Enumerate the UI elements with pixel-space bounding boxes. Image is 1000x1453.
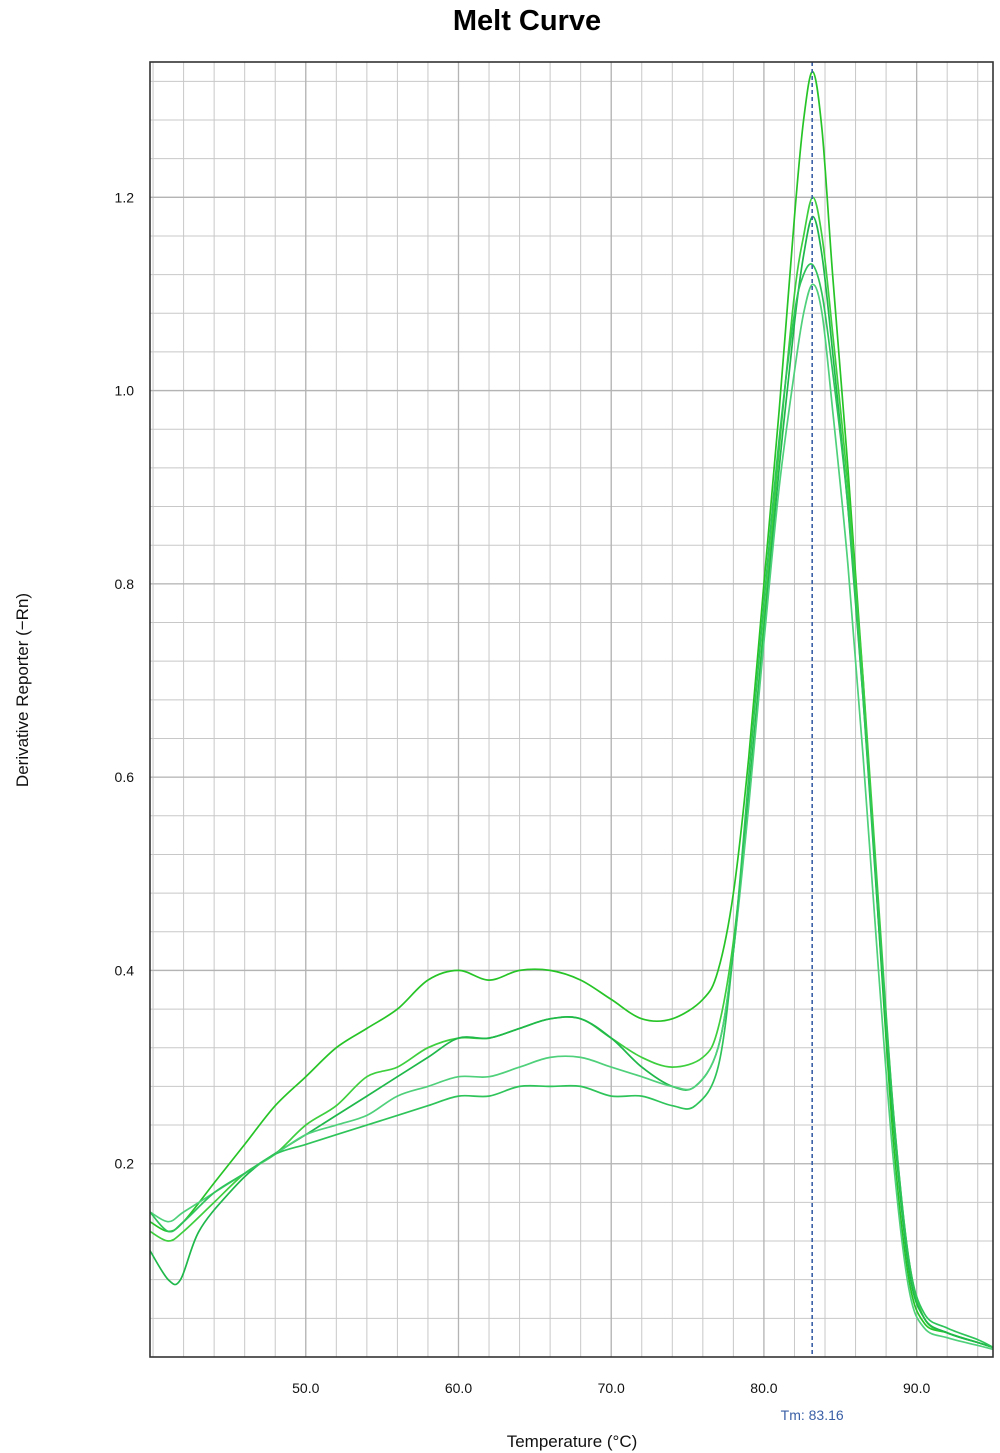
tm-label: Tm: 83.16 — [781, 1407, 844, 1423]
x-tick-labels: 50.0 60.0 70.0 80.0 90.0 — [292, 1380, 930, 1396]
series-line-2 — [149, 196, 994, 1349]
series-line-4 — [149, 283, 994, 1351]
x-axis-label: Temperature (°C) — [507, 1432, 638, 1451]
chart-title: Melt Curve — [453, 5, 601, 37]
y-axis-label: Derivative Reporter (−Rn) — [13, 593, 32, 787]
y-tick-label: 0.2 — [115, 1156, 135, 1172]
series-line-5 — [149, 263, 994, 1349]
series-line-3 — [149, 215, 994, 1349]
major-grid — [150, 62, 993, 1357]
plot-frame — [149, 61, 994, 1358]
x-tick-label: 70.0 — [598, 1380, 625, 1396]
y-tick-label: 0.4 — [115, 962, 135, 978]
minor-grid — [150, 62, 993, 1357]
y-tick-label: 1.0 — [115, 383, 135, 399]
y-tick-labels: 0.2 0.4 0.6 0.8 1.0 1.2 — [115, 189, 135, 1171]
series-layer — [149, 70, 994, 1351]
x-tick-label: 50.0 — [292, 1380, 319, 1396]
x-tick-label: 60.0 — [445, 1380, 472, 1396]
y-tick-label: 1.2 — [115, 189, 135, 205]
series-line-1 — [149, 70, 994, 1349]
y-tick-label: 0.8 — [115, 576, 135, 592]
x-tick-label: 80.0 — [750, 1380, 777, 1396]
y-tick-label: 0.6 — [115, 769, 135, 785]
x-tick-label: 90.0 — [903, 1380, 930, 1396]
